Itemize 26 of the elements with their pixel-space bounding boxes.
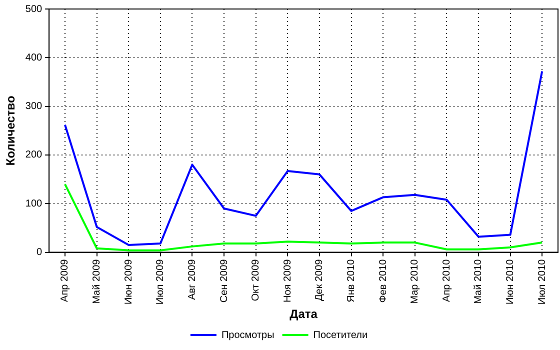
x-tick-label: Май 2009 bbox=[92, 258, 103, 304]
x-axis-title: Дата bbox=[290, 307, 318, 322]
y-axis-title: Количество bbox=[4, 96, 18, 166]
x-tick-label: Июн 2009 bbox=[123, 258, 134, 305]
x-tick-label: Фев 2010 bbox=[378, 258, 389, 303]
x-tick-label: Июл 2010 bbox=[536, 258, 548, 305]
x-tick-label: Ноя 2009 bbox=[282, 258, 294, 303]
y-tick-label: 100 bbox=[25, 198, 43, 210]
x-tick-label: Апр 2010 bbox=[441, 258, 452, 302]
y-tick-label: 400 bbox=[25, 52, 43, 64]
x-tick-label: Апр 2009 bbox=[60, 258, 71, 302]
legend-label: Посетители bbox=[313, 330, 368, 341]
x-tick-label: Май 2010 bbox=[473, 258, 484, 304]
y-tick-label: 200 bbox=[25, 150, 43, 161]
legend-label: Просмотры bbox=[221, 330, 274, 341]
x-tick-label: Июл 2009 bbox=[155, 258, 166, 305]
x-tick-label: Июн 2010 bbox=[505, 258, 516, 305]
y-tick-label: 0 bbox=[36, 247, 43, 258]
x-tick-label: Дек 2009 bbox=[314, 258, 326, 302]
x-tick-label: Янв 2010 bbox=[346, 258, 358, 302]
x-tick-label: Сен 2009 bbox=[218, 258, 230, 303]
x-tick-label: Авг 2009 bbox=[186, 258, 198, 300]
x-tick-label: Окт 2009 bbox=[250, 258, 262, 302]
y-tick-label: 500 bbox=[25, 4, 43, 15]
x-tick-label: Мар 2010 bbox=[410, 258, 421, 304]
y-tick-label: 300 bbox=[25, 101, 43, 112]
